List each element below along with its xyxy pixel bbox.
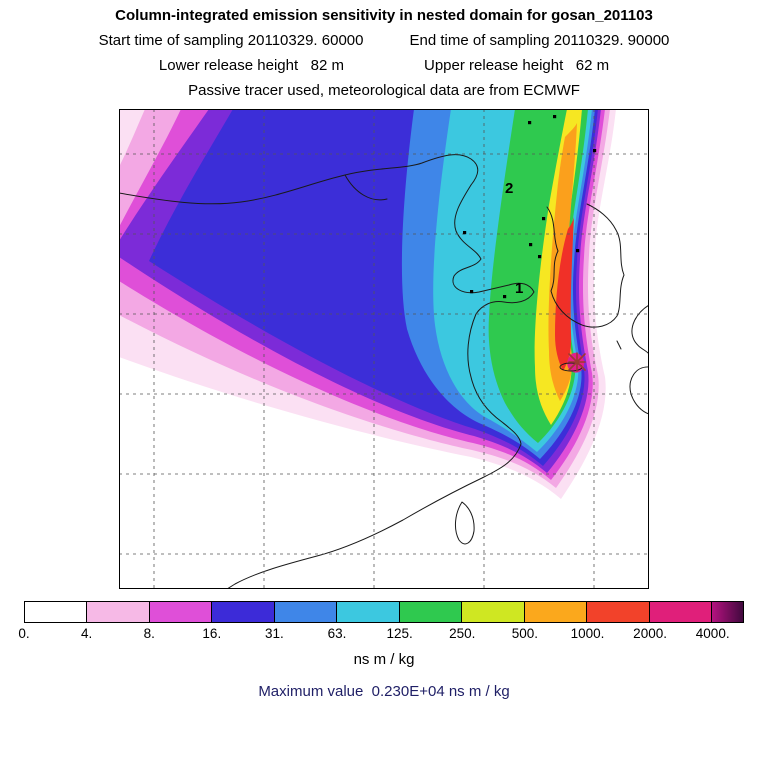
site-label-2: 2 — [505, 180, 513, 197]
colorbar-segment — [148, 602, 212, 622]
colorbar-segment — [336, 602, 399, 622]
colorbar-segment — [648, 602, 712, 622]
receptor-star-icon — [568, 352, 586, 372]
lower-release-text: Lower release height 82 m — [158, 57, 344, 74]
map-border — [119, 109, 649, 589]
station-marker — [538, 255, 542, 259]
station-marker — [503, 295, 507, 299]
colorbar-segment — [273, 602, 337, 622]
colorbar-segment — [523, 602, 587, 622]
station-marker — [470, 290, 474, 294]
colorbar-tick-label: 8. — [143, 626, 155, 641]
station-marker — [528, 121, 532, 125]
colorbar-tick-label: 1000. — [570, 626, 605, 641]
colorbar-segment — [86, 602, 149, 622]
station-marker — [576, 249, 580, 253]
start-time-text: Start time of sampling 20110329. 60000 — [98, 32, 364, 49]
map-panel: 2 1 — [0, 109, 768, 589]
release-heights-line: Lower release height 82 m Upper release … — [0, 57, 768, 74]
colorbar-tick-label: 31. — [265, 626, 284, 641]
coastline-china — [226, 184, 535, 589]
figure-title: Column-integrated emission sensitivity i… — [115, 7, 653, 24]
colorbar-track — [24, 601, 744, 623]
station-marker — [593, 149, 597, 153]
colorbar-tick-label: 2000. — [633, 626, 667, 641]
station-marker — [542, 217, 546, 221]
colorbar-tick-label: 500. — [511, 626, 538, 641]
sampling-times-line: Start time of sampling 20110329. 60000 E… — [0, 32, 768, 49]
colorbar-segment — [586, 602, 649, 622]
colorbar-segment — [211, 602, 274, 622]
border-north — [119, 154, 479, 205]
site-label-1: 1 — [515, 280, 523, 297]
colorbar-tick-label: 125. — [386, 626, 413, 641]
station-marker — [529, 243, 533, 247]
colorbar-tick-label: 63. — [327, 626, 347, 641]
coastline-tsushima — [616, 340, 622, 350]
coastline-taiwan — [454, 501, 475, 545]
colorbar-segment — [461, 602, 524, 622]
colorbar: 0. 4. 8. 16. 31. 63. 125. 250. 500. 1000. 2000. 400… — [18, 601, 744, 668]
coastline-korea — [546, 203, 625, 328]
emission-sensitivity-map: 2 1 — [119, 109, 649, 589]
colorbar-tick-label: 16. — [202, 626, 222, 641]
station-markers — [463, 115, 597, 299]
tracer-met-line: Passive tracer used, meteorological data… — [188, 82, 580, 99]
colorbar-segment — [25, 602, 87, 622]
coastlines — [119, 154, 649, 589]
coastline-japan-honshu — [631, 304, 649, 355]
figure-header: Column-integrated emission sensitivity i… — [0, 0, 768, 99]
maximum-value-text: Maximum value 0.230E+04 ns m / kg — [258, 683, 510, 700]
upper-release-text: Upper release height 62 m — [424, 57, 610, 74]
contour-band-red — [555, 217, 574, 371]
end-time-text: End time of sampling 20110329. 90000 — [409, 32, 670, 49]
colorbar-tick-label: 4. — [80, 626, 93, 641]
colorbar-units: ns m / kg — [353, 651, 415, 668]
colorbar-tick-label: 0. — [18, 626, 30, 641]
colorbar-tick-label: 250. — [449, 626, 476, 641]
colorbar-tick-label: 4000. — [695, 626, 730, 641]
colorbar-ticks: 0. 4. 8. 16. 31. 63. 125. 250. 500. 1000. 2000. 400… — [18, 626, 744, 644]
graticule — [119, 109, 649, 589]
station-marker — [463, 231, 467, 235]
station-marker — [553, 115, 557, 119]
colorbar-segment — [711, 602, 744, 622]
colorbar-segment — [398, 602, 462, 622]
border-inner — [344, 174, 388, 201]
